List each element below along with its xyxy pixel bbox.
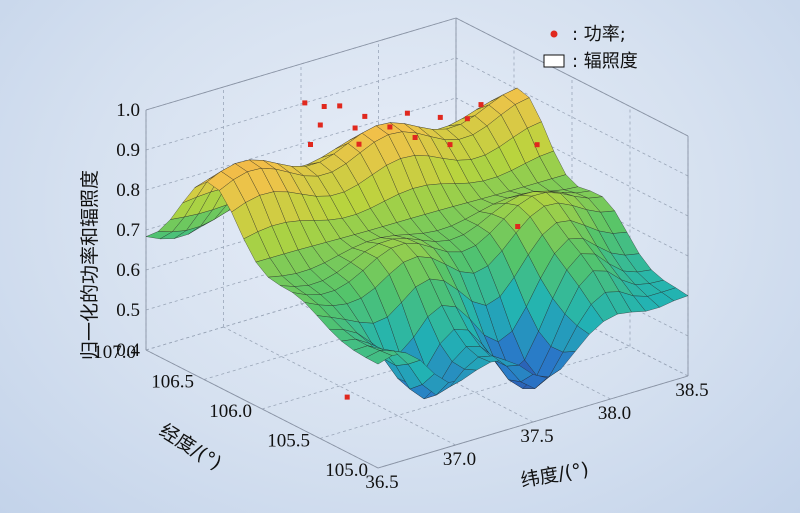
power-point [412,135,418,140]
x-tick-label: 36.5 [365,472,398,493]
legend-power-marker [550,30,558,38]
wall-gridline [455,57,689,177]
axis-edge [145,17,457,111]
power-point [437,114,443,120]
x-tick-label: 37.0 [443,449,476,470]
x-tick-label: 37.5 [520,426,553,447]
power-point [356,141,362,147]
x-axis-label: 纬度/(°) [519,458,591,492]
power-point [387,124,393,130]
z-axis-label: 归一化的功率和辐照度 [79,170,101,360]
floor-gridline [223,326,456,446]
y-tick-label: 105.5 [267,431,310,452]
power-point [317,122,323,128]
z-tick-label: 0.4 [116,340,140,361]
z-tick-label: 0.6 [116,260,140,281]
axis-edge [377,375,689,469]
power-point [321,104,327,109]
surface-cell [661,287,689,302]
z-tick-label: 1.0 [116,100,140,121]
power-point [534,142,540,148]
power-point [404,110,410,116]
power-point [464,116,470,122]
axis-edge [455,17,689,137]
legend-irradiance-marker [543,54,565,68]
z-tick-label: 0.5 [116,300,140,321]
x-tick-label: 38.5 [675,380,708,401]
power-point [478,102,484,108]
power-points [302,100,540,400]
y-tick-label: 106.0 [209,401,252,422]
z-tick-label: 0.8 [116,180,140,201]
x-tick-label: 38.0 [598,403,631,424]
power-point [352,125,358,131]
legend-power-label: : 功率; [572,24,626,45]
y-tick-label: 105.0 [325,460,368,481]
power-point [515,224,521,229]
power-point [344,394,350,400]
z-tick-label: 0.9 [116,140,140,161]
power-point [447,142,453,148]
legend: : 功率; : 辐照度 [543,24,638,72]
power-point [362,113,368,119]
y-tick-label: 106.5 [151,372,194,393]
power-point [308,142,313,147]
power-point [337,103,343,109]
y-axis-label: 经度/(°) [155,420,225,475]
z-tick-label: 0.7 [116,220,140,241]
irradiance-surface [145,87,689,400]
tick-labels: 0.4 0.5 0.6 0.7 0.8 0.9 1.0 105.0 105.5 106.0 106.… [93,100,708,493]
power-point [302,100,308,106]
axis-edge [145,349,379,469]
legend-irradiance-label: : 辐照度 [572,51,638,72]
y-tick-label: 107.0 [93,342,136,363]
